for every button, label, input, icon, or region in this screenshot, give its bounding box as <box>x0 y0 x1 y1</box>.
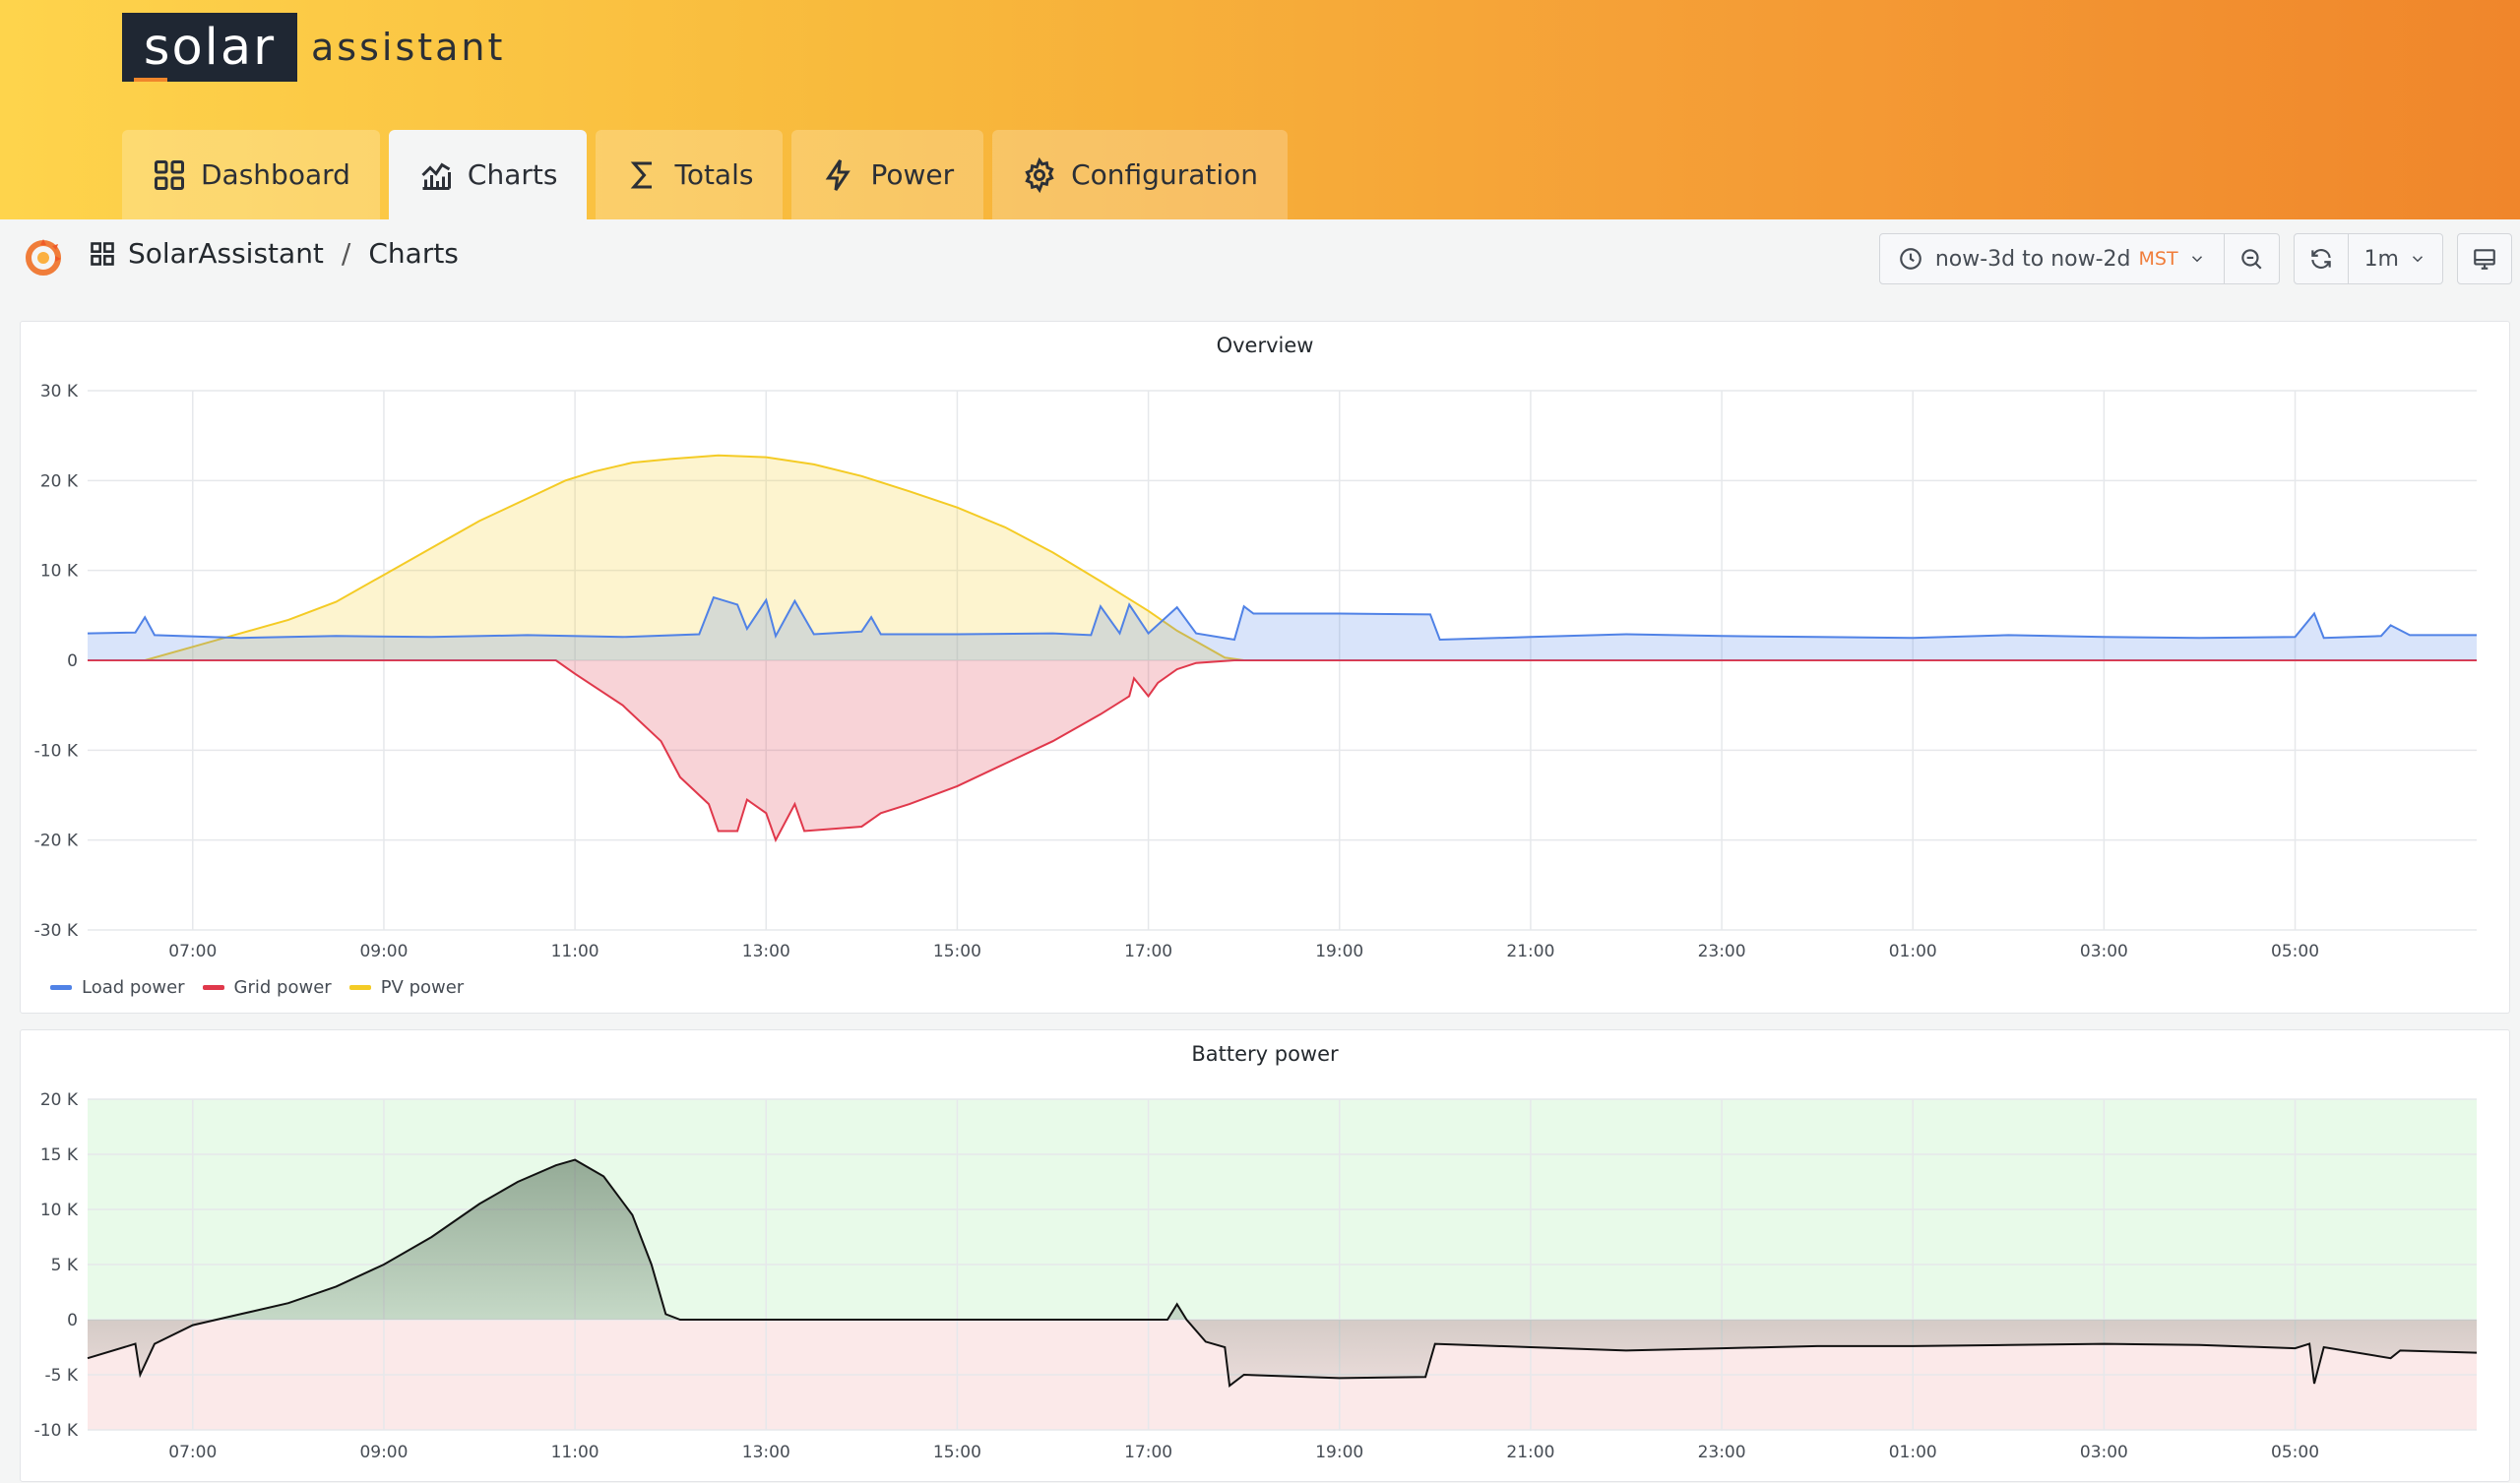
clock-icon <box>1898 246 1923 272</box>
chart-legend: Load power Grid power PV power <box>50 977 464 998</box>
y-tick-label: 20 K <box>40 1090 79 1110</box>
x-tick-label: 17:00 <box>1124 1443 1172 1462</box>
x-tick-label: 07:00 <box>168 1443 217 1462</box>
dashboard-grid-icon <box>89 240 116 268</box>
x-tick-label: 23:00 <box>1698 942 1746 961</box>
logo-sub-text: assistant <box>311 26 505 69</box>
grafana-logo-icon[interactable] <box>22 235 65 278</box>
legend-label: Grid power <box>234 977 332 998</box>
x-tick-label: 09:00 <box>359 1443 408 1462</box>
overview-chart[interactable]: 30 K 20 K 10 K 0 -10 K -20 K -30 K 07:00 09:00 11… <box>21 322 2511 1015</box>
main-tabs: Dashboard Charts Totals Power Configurat… <box>122 130 1288 219</box>
y-tick-label: 5 K <box>51 1256 79 1275</box>
app-header: solar assistant Dashboard Charts Totals … <box>0 0 2520 219</box>
y-tick-label: 0 <box>67 651 78 671</box>
tab-label: Charts <box>468 158 558 191</box>
chevron-down-icon <box>2409 250 2426 268</box>
chevron-down-icon <box>2188 250 2206 268</box>
legend-swatch <box>349 985 371 990</box>
breadcrumb-separator: / <box>342 237 350 270</box>
x-tick-label: 19:00 <box>1315 1443 1363 1462</box>
y-tick-label: 15 K <box>40 1145 79 1165</box>
tab-totals[interactable]: Totals <box>596 130 783 219</box>
x-tick-label: 17:00 <box>1124 942 1172 961</box>
breadcrumb-page[interactable]: Charts <box>368 237 459 270</box>
legend-label: PV power <box>381 977 465 998</box>
x-tick-label: 05:00 <box>2271 1443 2319 1462</box>
x-tick-label: 19:00 <box>1315 942 1363 961</box>
zoom-out-icon <box>2238 246 2264 272</box>
refresh-interval-picker[interactable]: 1m <box>2349 233 2443 284</box>
x-tick-label: 13:00 <box>742 1443 790 1462</box>
timezone-label: MST <box>2139 248 2178 270</box>
y-tick-label: 10 K <box>40 1201 79 1220</box>
x-tick-label: 23:00 <box>1698 1443 1746 1462</box>
x-tick-label: 21:00 <box>1506 942 1554 961</box>
x-tick-label: 21:00 <box>1506 1443 1554 1462</box>
chart-icon <box>418 157 454 193</box>
gear-icon <box>1022 157 1057 193</box>
y-tick-label: 20 K <box>40 471 79 491</box>
monitor-icon <box>2472 246 2497 272</box>
refresh-icon <box>2308 246 2334 272</box>
tab-label: Dashboard <box>201 158 350 191</box>
logo-main-text: solar <box>144 19 276 77</box>
tab-configuration[interactable]: Configuration <box>992 130 1288 219</box>
refresh-interval-label: 1m <box>2364 247 2399 272</box>
x-tick-label: 15:00 <box>933 942 981 961</box>
x-tick-label: 03:00 <box>2080 942 2128 961</box>
y-tick-label: -5 K <box>44 1366 78 1386</box>
toolbar-controls: now-3d to now-2d MST 1m <box>1879 233 2512 284</box>
refresh-button[interactable] <box>2294 233 2349 284</box>
y-tick-label: -20 K <box>34 832 79 851</box>
tv-mode-button[interactable] <box>2457 233 2512 284</box>
legend-swatch <box>203 985 224 990</box>
y-tick-label: -30 K <box>34 921 79 941</box>
x-tick-label: 01:00 <box>1889 1443 1937 1462</box>
tab-label: Totals <box>674 158 753 191</box>
zoom-out-button[interactable] <box>2225 233 2280 284</box>
x-tick-label: 15:00 <box>933 1443 981 1462</box>
tab-power[interactable]: Power <box>791 130 983 219</box>
sigma-icon <box>625 157 661 193</box>
y-tick-label: 30 K <box>40 382 79 402</box>
x-tick-label: 13:00 <box>742 942 790 961</box>
dashboard-navbar: SolarAssistant / Charts now-3d to now-2d… <box>0 219 2520 296</box>
y-tick-label: -10 K <box>34 1421 79 1441</box>
legend-item-grid[interactable]: Grid power <box>203 977 332 998</box>
bolt-icon <box>821 157 856 193</box>
x-tick-label: 07:00 <box>168 942 217 961</box>
x-tick-label: 11:00 <box>551 942 599 961</box>
tab-dashboard[interactable]: Dashboard <box>122 130 380 219</box>
battery-chart[interactable]: 20 K 15 K 10 K 5 K 0 -5 K -10 K 07:00 09:00 11:00… <box>21 1030 2511 1483</box>
y-tick-label: -10 K <box>34 741 79 761</box>
x-tick-label: 03:00 <box>2080 1443 2128 1462</box>
breadcrumb-folder[interactable]: SolarAssistant <box>128 237 324 270</box>
x-tick-label: 01:00 <box>1889 942 1937 961</box>
x-tick-label: 05:00 <box>2271 942 2319 961</box>
tab-charts[interactable]: Charts <box>389 130 588 219</box>
x-tick-label: 11:00 <box>551 1443 599 1462</box>
tab-label: Power <box>870 158 954 191</box>
logo-accent-bar <box>134 78 167 82</box>
time-range-picker[interactable]: now-3d to now-2d MST <box>1879 233 2225 284</box>
legend-item-load[interactable]: Load power <box>50 977 185 998</box>
breadcrumb: SolarAssistant / Charts <box>89 237 459 270</box>
time-range-group: now-3d to now-2d MST <box>1879 233 2280 284</box>
grid-icon <box>152 157 187 193</box>
y-tick-label: 10 K <box>40 562 79 582</box>
legend-swatch <box>50 985 72 990</box>
legend-label: Load power <box>82 977 185 998</box>
logo-badge: solar <box>122 13 297 82</box>
time-range-label: now-3d to now-2d <box>1935 247 2131 272</box>
tab-label: Configuration <box>1071 158 1258 191</box>
refresh-group: 1m <box>2294 233 2443 284</box>
x-tick-label: 09:00 <box>359 942 408 961</box>
legend-item-pv[interactable]: PV power <box>349 977 465 998</box>
y-tick-label: 0 <box>67 1311 78 1330</box>
logo[interactable]: solar assistant <box>122 13 505 82</box>
